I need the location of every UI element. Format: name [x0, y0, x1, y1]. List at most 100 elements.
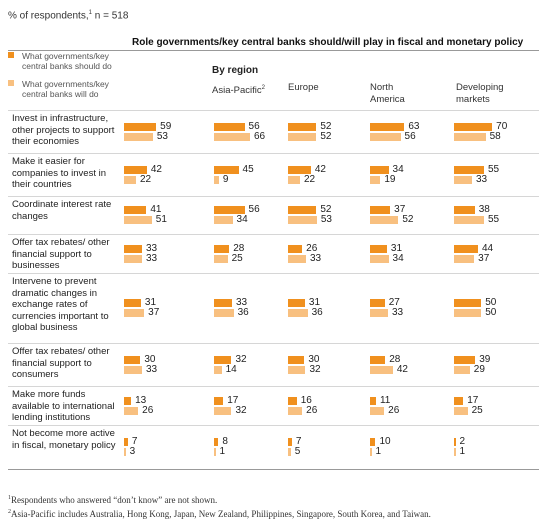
value-will-europe-row8: 5: [294, 446, 301, 457]
bar-should-developing-markets-row4: [454, 245, 478, 253]
value-will-total-row5: 37: [148, 307, 160, 318]
value-will-developing-markets-row7: 25: [471, 405, 483, 416]
row-divider: [8, 153, 539, 154]
bar-will-asia-pacific-row6: [214, 366, 222, 374]
bar-will-north-america-row8: [370, 448, 372, 456]
row-divider: [8, 196, 539, 197]
bar-will-europe-row6: [288, 366, 306, 374]
bar-will-developing-markets-row6: [454, 366, 470, 374]
value-will-asia-pacific-row7: 32: [235, 405, 247, 416]
row-divider: [8, 234, 539, 235]
row-label-2: Make it easier for companies to invest i…: [12, 156, 106, 190]
bar-should-asia-pacific-row7: [214, 397, 224, 405]
region-header-asia-pacific: Asia-Pacific2: [212, 85, 265, 97]
value-should-developing-markets-row2: 55: [487, 164, 500, 175]
row-label-5: Intervene to prevent dramatic changes in…: [12, 276, 109, 333]
value-should-total-row3: 41: [150, 204, 162, 215]
row-label-1: Invest in infrastructure, other projects…: [12, 113, 115, 147]
row-label-3: Coordinate interest rate changes: [12, 199, 112, 222]
row-divider: [8, 343, 539, 344]
bar-should-north-america-row2: [370, 166, 389, 174]
value-will-asia-pacific-row3: 34: [236, 214, 248, 225]
bar-will-developing-markets-row8: [454, 448, 456, 456]
region-header-europe: Europe: [288, 82, 319, 93]
value-should-asia-pacific-row1: 56: [248, 121, 260, 132]
value-should-developing-markets-row7: 17: [467, 395, 479, 406]
bar-should-developing-markets-row2: [454, 166, 484, 174]
value-will-total-row4: 33: [145, 253, 158, 264]
value-should-north-america-row8: 10: [379, 436, 391, 447]
footnote-2: 2Asia-Pacific includes Australia, Hong K…: [8, 509, 431, 519]
value-will-europe-row4: 33: [309, 253, 322, 264]
bar-will-asia-pacific-row5: [214, 309, 234, 317]
bar-will-developing-markets-row2: [454, 176, 472, 184]
value-will-asia-pacific-row5: 36: [237, 307, 249, 318]
bar-should-asia-pacific-row3: [214, 206, 245, 214]
value-should-north-america-row6: 28: [389, 354, 401, 365]
value-should-north-america-row3: 37: [394, 204, 406, 215]
bar-will-asia-pacific-row1: [214, 133, 250, 141]
value-will-developing-markets-row3: 55: [487, 214, 500, 225]
bar-should-total-row6: [124, 356, 141, 364]
value-should-developing-markets-row6: 39: [479, 354, 491, 365]
value-will-developing-markets-row6: 29: [473, 364, 485, 375]
respondents-note: % of respondents,1 n = 518: [8, 10, 129, 22]
bar-should-developing-markets-row5: [454, 299, 482, 307]
value-should-developing-markets-row3: 38: [478, 204, 490, 215]
bar-will-developing-markets-row3: [454, 216, 484, 224]
value-should-europe-row3: 52: [320, 204, 332, 215]
bar-will-total-row6: [124, 366, 142, 374]
row-label-7: Make more funds available to internation…: [12, 389, 115, 423]
value-will-total-row2: 22: [139, 174, 152, 185]
value-will-asia-pacific-row4: 25: [231, 253, 243, 264]
bar-will-north-america-row7: [370, 407, 385, 415]
bar-will-north-america-row1: [370, 133, 401, 141]
bar-should-total-row2: [124, 166, 147, 174]
value-will-total-row8: 3: [129, 446, 136, 457]
bar-will-europe-row3: [288, 216, 317, 224]
value-will-developing-markets-row4: 37: [478, 253, 490, 264]
value-will-north-america-row3: 52: [402, 214, 414, 225]
bar-should-north-america-row3: [370, 206, 391, 214]
bar-should-north-america-row7: [370, 397, 376, 405]
footnote-1: 1Respondents who answered “don’t know” a…: [8, 495, 218, 505]
bar-should-total-row4: [124, 245, 142, 253]
value-will-europe-row6: 32: [309, 364, 321, 375]
bar-should-europe-row6: [288, 356, 305, 364]
bar-should-total-row8: [124, 438, 128, 446]
value-should-europe-row6: 30: [308, 354, 320, 365]
legend-entry-will: What governments/key central banks will …: [8, 79, 126, 103]
bar-will-asia-pacific-row8: [214, 448, 216, 456]
value-should-europe-row8: 7: [295, 436, 302, 447]
bar-should-europe-row7: [288, 397, 297, 405]
bar-will-europe-row5: [288, 309, 308, 317]
bar-should-developing-markets-row8: [454, 438, 456, 446]
value-will-europe-row7: 26: [306, 405, 318, 416]
bar-will-north-america-row4: [370, 255, 389, 263]
value-should-asia-pacific-row4: 28: [233, 243, 245, 254]
chart-title: Role governments/key central banks shoul…: [132, 37, 524, 48]
bar-should-developing-markets-row3: [454, 206, 475, 214]
bar-should-europe-row8: [288, 438, 292, 446]
bar-should-europe-row2: [288, 166, 311, 174]
value-should-total-row8: 7: [131, 436, 138, 447]
value-should-total-row6: 30: [144, 354, 156, 365]
value-will-europe-row5: 36: [311, 307, 323, 318]
bar-should-north-america-row5: [370, 299, 385, 307]
value-should-europe-row7: 16: [300, 395, 312, 406]
value-should-total-row4: 33: [145, 243, 158, 254]
bar-should-north-america-row4: [370, 245, 387, 253]
bar-will-asia-pacific-row7: [214, 407, 232, 415]
bar-should-developing-markets-row6: [454, 356, 476, 364]
row-divider: [8, 425, 539, 426]
value-will-total-row1: 53: [156, 131, 168, 142]
region-header-north-america: North America: [370, 82, 405, 105]
value-will-europe-row2: 22: [303, 174, 316, 185]
bar-will-asia-pacific-row2: [214, 176, 219, 184]
legend-label-should: What governments/key central banks shoul…: [22, 51, 112, 71]
bar-should-total-row7: [124, 397, 132, 405]
bar-will-total-row2: [124, 176, 136, 184]
value-should-europe-row5: 31: [308, 297, 321, 308]
value-should-developing-markets-row4: 44: [481, 243, 494, 254]
bar-will-developing-markets-row7: [454, 407, 468, 415]
